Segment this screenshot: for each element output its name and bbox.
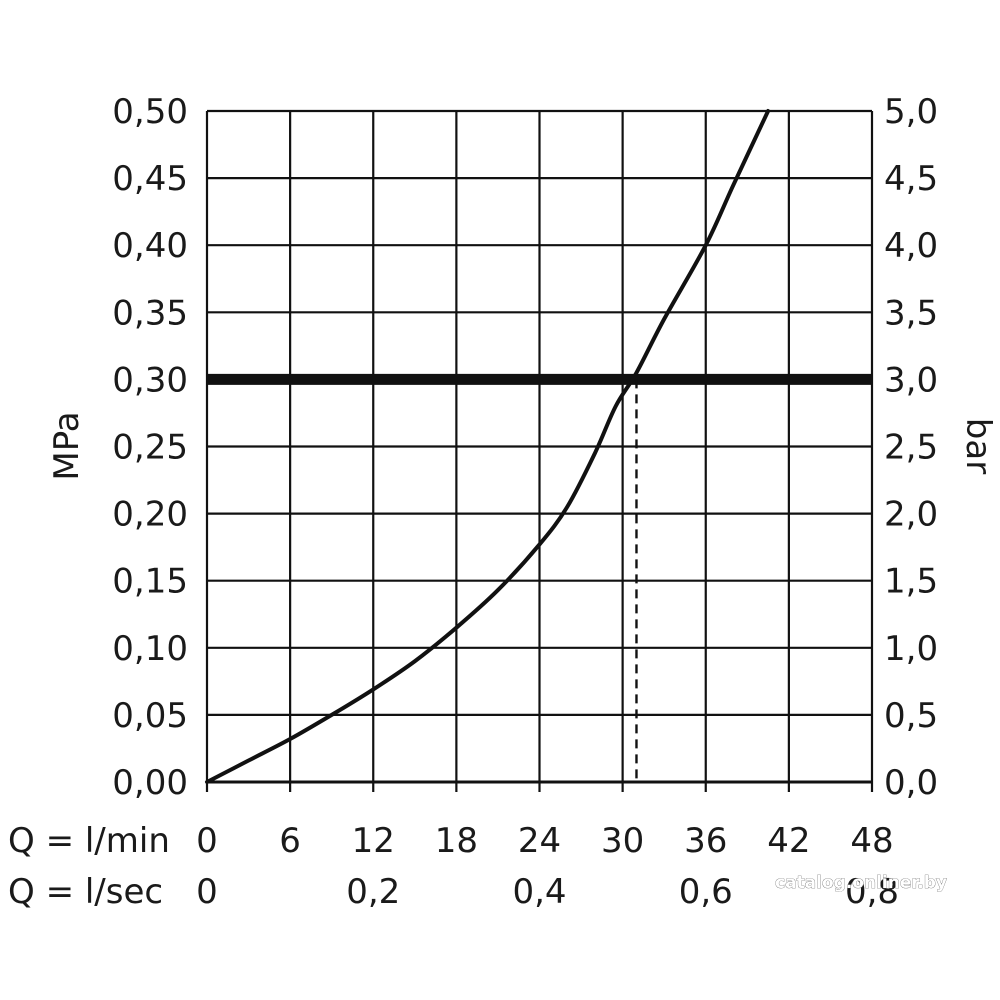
x-primary-tick-label: 36 xyxy=(684,821,727,861)
x-axis-primary-title: Q = l/min xyxy=(8,821,170,861)
flow-curve xyxy=(205,109,771,784)
x-secondary-tick-label: 0,2 xyxy=(346,872,400,912)
y-axis-left-title: MPa xyxy=(47,411,87,480)
y-left-tick-label: 0,00 xyxy=(112,763,188,803)
y-right-tick-label: 0,0 xyxy=(884,763,938,803)
y-left-tick-label: 0,40 xyxy=(112,226,188,266)
x-primary-tick-label: 48 xyxy=(850,821,893,861)
y-left-tick-label: 0,05 xyxy=(112,696,188,736)
y-right-tick-label: 1,5 xyxy=(884,562,938,602)
y-right-tick-label: 5,0 xyxy=(884,92,938,132)
x-primary-tick-label: 0 xyxy=(196,821,218,861)
x-primary-tick-label: 12 xyxy=(352,821,395,861)
x-secondary-tick-label: 0 xyxy=(196,872,218,912)
y-axis-right-title: bar xyxy=(958,418,998,474)
x-axis-ticks: 0 6 12 18 24 30 36 42 48 0 0,2 0,4 0,6 0,8 xyxy=(196,821,899,912)
x-secondary-tick-label: 0,8 xyxy=(845,872,899,912)
y-right-tick-label: 2,5 xyxy=(884,428,938,468)
watermark: catalog.onliner.by xyxy=(775,873,947,893)
y-right-tick-label: 2,0 xyxy=(884,495,938,535)
y-right-tick-label: 0,5 xyxy=(884,696,938,736)
y-left-tick-label: 0,35 xyxy=(112,293,188,333)
y-right-tick-label: 4,5 xyxy=(884,159,938,199)
y-left-tick-label: 0,45 xyxy=(112,159,188,199)
y-left-tick-label: 0,30 xyxy=(112,360,188,400)
y-right-tick-label: 3,0 xyxy=(884,360,938,400)
y-left-tick-label: 0,10 xyxy=(112,629,188,669)
y-left-tick-label: 0,50 xyxy=(112,92,188,132)
y-left-tick-label: 0,25 xyxy=(112,428,188,468)
x-secondary-tick-label: 0,4 xyxy=(512,872,566,912)
grid xyxy=(205,109,874,792)
y-left-tick-label: 0,20 xyxy=(112,495,188,535)
y-left-tick-label: 0,15 xyxy=(112,562,188,602)
y-right-tick-label: 1,0 xyxy=(884,629,938,669)
right-axis-ticks: 0,0 0,5 1,0 1,5 2,0 2,5 3,0 3,5 4,0 4,5 5,0 xyxy=(884,92,938,803)
x-primary-tick-label: 42 xyxy=(767,821,810,861)
x-primary-tick-label: 18 xyxy=(435,821,478,861)
x-primary-tick-label: 6 xyxy=(279,821,301,861)
y-right-tick-label: 4,0 xyxy=(884,226,938,266)
x-secondary-tick-label: 0,6 xyxy=(679,872,733,912)
x-axis-secondary-title: Q = l/sec xyxy=(8,872,163,912)
x-primary-tick-label: 30 xyxy=(601,821,644,861)
x-primary-tick-label: 24 xyxy=(518,821,561,861)
curve-layer xyxy=(205,109,872,784)
left-axis-ticks: 0,00 0,05 0,10 0,15 0,20 0,25 0,30 0,35 0,40 0,45… xyxy=(112,92,188,803)
y-right-tick-label: 3,5 xyxy=(884,293,938,333)
